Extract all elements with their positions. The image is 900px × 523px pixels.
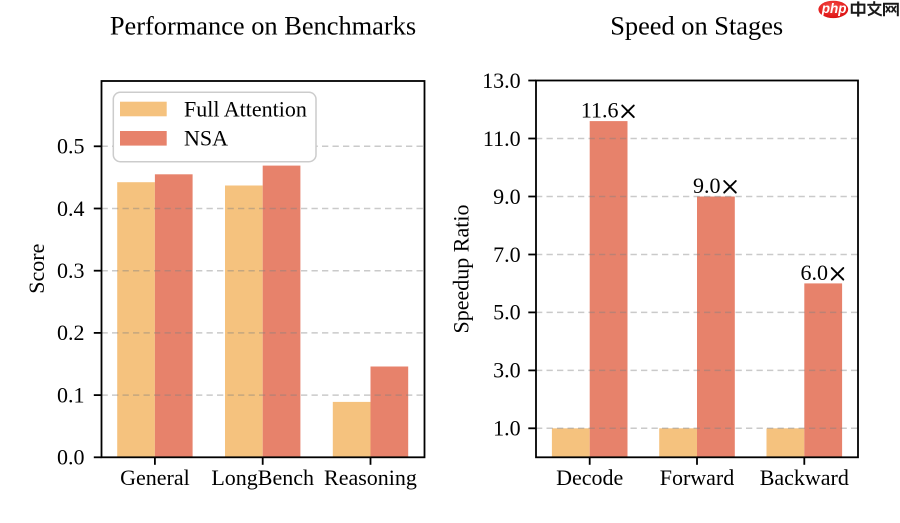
svg-text:13.0: 13.0 [482,68,521,93]
svg-text:0.0: 0.0 [57,445,85,470]
svg-text:LongBench: LongBench [211,465,314,490]
svg-text:php: php [821,1,847,16]
svg-text:NSA: NSA [184,126,228,151]
svg-text:3.0: 3.0 [493,358,521,383]
svg-text:Forward: Forward [660,465,735,490]
svg-text:11.6: 11.6 [581,98,619,123]
svg-text:1.0: 1.0 [493,416,521,441]
svg-text:5.0: 5.0 [493,300,521,325]
svg-text:0.3: 0.3 [57,258,85,283]
svg-text:7.0: 7.0 [493,242,521,267]
svg-text:9.0: 9.0 [493,184,521,209]
svg-text:Speed on Stages: Speed on Stages [610,11,783,41]
svg-text:Decode: Decode [556,465,623,490]
svg-text:Full Attention: Full Attention [184,96,307,121]
svg-text:Score: Score [24,244,49,294]
svg-text:0.4: 0.4 [57,196,85,221]
svg-text:0.1: 0.1 [57,382,85,407]
svg-text:Reasoning: Reasoning [324,465,417,490]
svg-text:0.5: 0.5 [57,134,85,159]
svg-text:Performance on Benchmarks: Performance on Benchmarks [110,11,416,41]
svg-text:9.0: 9.0 [693,173,721,198]
svg-text:11.0: 11.0 [483,126,521,151]
svg-text:Speedup Ratio: Speedup Ratio [448,205,473,334]
svg-text:0.2: 0.2 [57,320,85,345]
svg-text:Backward: Backward [760,465,849,490]
svg-text:6.0: 6.0 [801,260,829,285]
svg-text:General: General [120,465,190,490]
